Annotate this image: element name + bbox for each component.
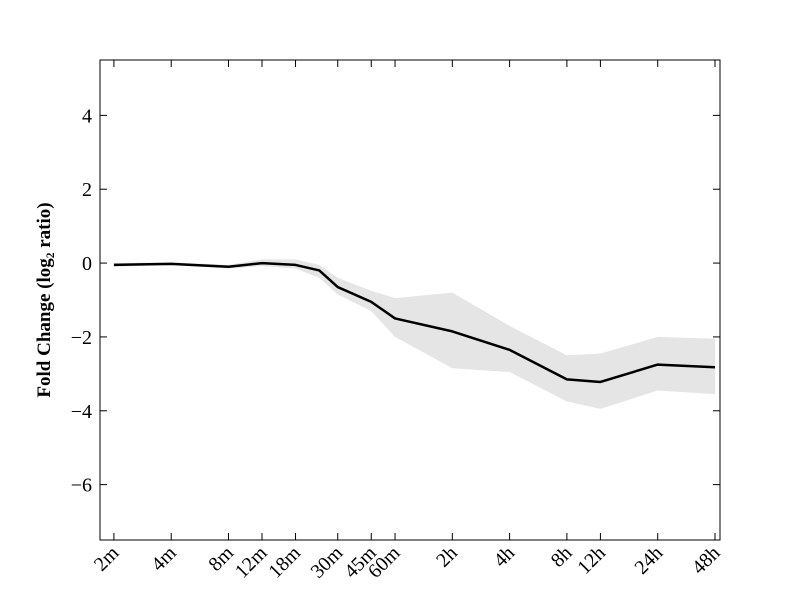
plot-frame xyxy=(99,59,721,541)
y-tick-label: −6 xyxy=(71,475,92,497)
y-tick-label: 0 xyxy=(82,253,92,275)
line xyxy=(113,261,716,384)
y-tick-label: −2 xyxy=(71,327,92,349)
confidence-band xyxy=(113,259,715,409)
y-tick-label: 4 xyxy=(82,105,92,127)
y-axis-label: Fold Change (log₂ ratio) xyxy=(34,202,55,397)
y-tick-label: 2 xyxy=(82,179,92,201)
y-tick-label: −4 xyxy=(71,401,92,423)
